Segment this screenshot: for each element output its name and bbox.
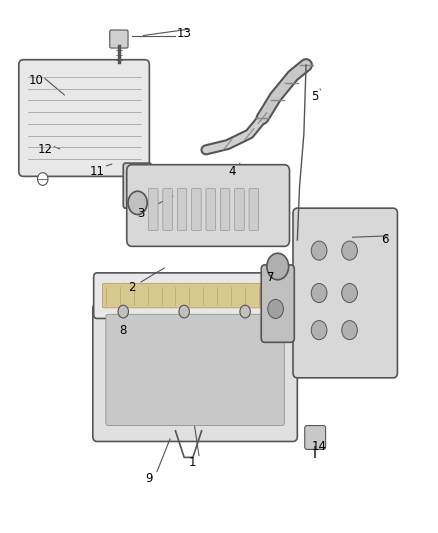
Circle shape: [38, 173, 48, 185]
FancyBboxPatch shape: [206, 189, 215, 230]
Text: 11: 11: [90, 165, 105, 177]
FancyBboxPatch shape: [220, 189, 230, 230]
Circle shape: [342, 284, 357, 303]
Text: 4: 4: [228, 165, 236, 177]
Text: 1: 1: [189, 456, 197, 469]
FancyBboxPatch shape: [19, 60, 149, 176]
FancyBboxPatch shape: [191, 189, 201, 230]
Text: 14: 14: [311, 440, 327, 453]
Text: 12: 12: [37, 143, 53, 156]
Circle shape: [268, 300, 283, 318]
FancyBboxPatch shape: [163, 189, 173, 230]
FancyBboxPatch shape: [305, 425, 325, 449]
Circle shape: [118, 305, 128, 318]
FancyBboxPatch shape: [93, 304, 297, 441]
FancyBboxPatch shape: [293, 208, 397, 378]
FancyBboxPatch shape: [148, 189, 158, 230]
FancyBboxPatch shape: [102, 284, 275, 308]
Text: 8: 8: [120, 324, 127, 337]
FancyBboxPatch shape: [261, 265, 294, 342]
Circle shape: [311, 284, 327, 303]
FancyBboxPatch shape: [110, 30, 128, 48]
Text: 3: 3: [137, 207, 145, 220]
Text: 2: 2: [128, 281, 136, 294]
FancyBboxPatch shape: [106, 314, 284, 425]
Circle shape: [128, 191, 147, 215]
Circle shape: [179, 305, 189, 318]
Circle shape: [267, 253, 289, 280]
FancyBboxPatch shape: [249, 189, 258, 230]
Circle shape: [342, 241, 357, 260]
Text: 6: 6: [381, 233, 388, 246]
Text: 13: 13: [177, 27, 191, 39]
FancyBboxPatch shape: [235, 189, 244, 230]
Text: 9: 9: [145, 472, 153, 485]
FancyBboxPatch shape: [177, 189, 187, 230]
Circle shape: [311, 320, 327, 340]
Text: 5: 5: [311, 90, 318, 103]
FancyBboxPatch shape: [127, 165, 290, 246]
Text: 7: 7: [268, 271, 275, 284]
FancyBboxPatch shape: [94, 273, 283, 318]
FancyBboxPatch shape: [128, 207, 157, 228]
Circle shape: [311, 241, 327, 260]
Circle shape: [240, 305, 251, 318]
Circle shape: [342, 320, 357, 340]
Text: 10: 10: [29, 75, 44, 87]
FancyBboxPatch shape: [123, 163, 152, 208]
